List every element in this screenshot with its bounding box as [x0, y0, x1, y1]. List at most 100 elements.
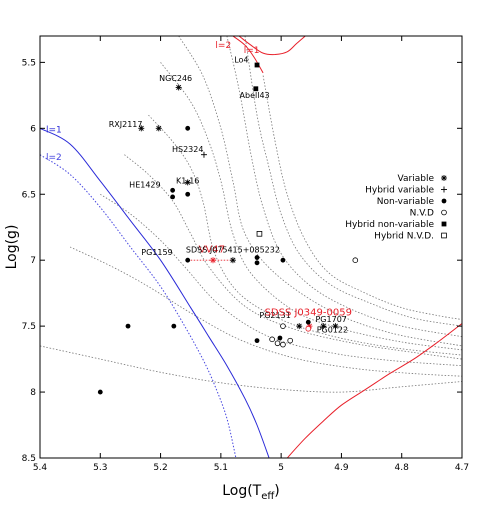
- data-point: [274, 340, 281, 347]
- curve-label: l=2: [46, 153, 62, 163]
- data-point: [171, 323, 177, 329]
- y-tick-label: 6: [30, 124, 36, 134]
- y-tick-label: 6.5: [22, 190, 36, 200]
- legend-entry-label: Hybrid variable: [365, 186, 434, 196]
- evolution-track: [262, 75, 462, 320]
- x-tick-label: 5.3: [93, 463, 107, 473]
- x-axis-title: Log(Teff): [222, 483, 280, 502]
- legend-marker: [441, 221, 447, 227]
- legend-entry-label: Hybrid N.V.D.: [374, 232, 434, 242]
- x-tick-label: 4.7: [455, 463, 469, 473]
- instability-boundaries: [40, 36, 462, 458]
- legend-marker: [441, 232, 447, 239]
- data-point: [352, 257, 359, 263]
- data-point: [280, 341, 286, 348]
- data-point: [332, 323, 339, 330]
- data-point: [305, 319, 311, 325]
- star-label: SDSS J075415+085232: [186, 245, 280, 254]
- star-label: HE1429: [129, 181, 160, 190]
- evolution-track: [69, 246, 462, 377]
- data-point: [254, 62, 260, 68]
- data-point: [185, 191, 191, 197]
- legend-marker: [441, 186, 447, 193]
- data-point: [185, 125, 191, 131]
- curve-label: l=2: [215, 41, 231, 51]
- evolution-track: [226, 36, 462, 338]
- evolution-track: [160, 62, 462, 351]
- evolution-track: [124, 154, 462, 360]
- data-point: [253, 86, 259, 92]
- x-tick-label: 5: [278, 463, 284, 473]
- legend-marker: [441, 198, 447, 204]
- data-point: [184, 179, 191, 186]
- data-point: [125, 323, 131, 329]
- x-axis-ticks: 5.4 5.3 5.2 5.1 5 4.9 4.8 4.7: [33, 36, 469, 473]
- star-label: PG0122: [317, 326, 348, 335]
- instability-curve: [286, 323, 462, 458]
- data-point: [277, 335, 283, 341]
- evolutionary-tracks: [40, 36, 462, 393]
- star-label: VV47: [199, 244, 225, 255]
- data-point: [320, 323, 327, 330]
- curve-label: l=1: [244, 46, 260, 56]
- data-points: [97, 62, 359, 395]
- data-point: [287, 337, 293, 344]
- star-label: Lo4: [234, 55, 248, 64]
- y-tick-label: 7.5: [22, 322, 36, 332]
- data-point: [296, 323, 303, 330]
- instability-curve: [238, 36, 306, 56]
- data-point: [269, 336, 275, 343]
- star-label: Abell43: [240, 91, 270, 100]
- data-point: [97, 389, 103, 395]
- data-point: [210, 257, 217, 264]
- data-point: [305, 325, 312, 332]
- star-label: PG1707: [315, 315, 346, 324]
- star-label: SDSS J0349-0059: [265, 308, 352, 319]
- data-point: [138, 125, 145, 132]
- star-label: NGC246: [159, 74, 192, 83]
- instability-curve: [40, 127, 270, 458]
- evolution-track: [148, 114, 462, 356]
- x-tick-label: 5.2: [153, 463, 167, 473]
- data-point: [254, 338, 260, 344]
- data-point: [254, 260, 260, 266]
- plot-frame: [39, 35, 463, 459]
- y-tick-label: 8: [30, 388, 36, 398]
- y-axis-title: Log(g): [4, 225, 20, 270]
- data-point: [254, 255, 260, 260]
- legend-entry-label: Variable: [398, 174, 435, 184]
- star-label: K1-16: [176, 177, 199, 186]
- evolution-track: [40, 345, 462, 393]
- legend-marker: [441, 209, 447, 216]
- x-tick-label: 5.4: [33, 463, 48, 473]
- x-tick-label: 5.1: [214, 463, 228, 473]
- data-point: [200, 151, 207, 158]
- evolution-track: [244, 36, 462, 327]
- data-point: [185, 257, 191, 263]
- x-tick-label: 4.9: [334, 463, 349, 473]
- instability-curve: [40, 154, 237, 458]
- legend-entry-label: N.V.D: [410, 209, 434, 219]
- evolution-track: [100, 193, 462, 367]
- data-point: [170, 187, 176, 193]
- star-label: HS2324: [172, 145, 203, 154]
- y-tick-label: 7: [30, 256, 36, 266]
- y-tick-label: 8.5: [22, 454, 36, 464]
- star-label: PG1159: [141, 248, 172, 257]
- star-label: PG2131: [259, 311, 290, 320]
- data-point: [175, 84, 182, 91]
- curve-label: l=1: [46, 125, 62, 135]
- y-axis-ticks: 5.5 6 6.5 7 7.5 8 8.5: [22, 58, 462, 464]
- legend-entry-label: Non-variable: [377, 197, 435, 207]
- data-point: [280, 323, 286, 329]
- data-point: [256, 231, 263, 237]
- evolution-track: [178, 36, 462, 347]
- data-point: [229, 257, 236, 264]
- x-tick-label: 4.8: [395, 463, 410, 473]
- data-point: [170, 194, 176, 200]
- star-labels: l=1l=2l=1l=2Lo4NGC246Abell43RXJ2117HE142…: [46, 41, 352, 335]
- legend-marker: [441, 175, 447, 181]
- star-label: RXJ2117: [109, 120, 143, 129]
